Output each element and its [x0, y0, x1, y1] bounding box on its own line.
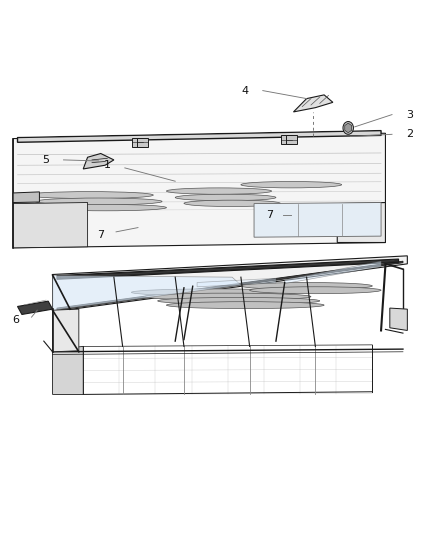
Text: 2: 2	[406, 130, 413, 139]
Ellipse shape	[241, 282, 372, 289]
Ellipse shape	[184, 200, 280, 206]
Text: 4: 4	[242, 86, 249, 95]
Ellipse shape	[44, 205, 166, 211]
Text: 7: 7	[266, 211, 273, 220]
Ellipse shape	[26, 191, 153, 199]
Polygon shape	[13, 133, 385, 248]
Polygon shape	[53, 309, 79, 352]
Polygon shape	[390, 308, 407, 330]
Polygon shape	[137, 138, 148, 147]
Polygon shape	[53, 276, 241, 310]
Ellipse shape	[241, 181, 342, 188]
Polygon shape	[254, 203, 381, 237]
Polygon shape	[57, 259, 399, 279]
Ellipse shape	[131, 289, 298, 296]
Polygon shape	[285, 261, 381, 284]
Ellipse shape	[166, 188, 272, 195]
Polygon shape	[13, 203, 88, 248]
Ellipse shape	[166, 302, 324, 309]
Polygon shape	[197, 278, 276, 287]
Polygon shape	[18, 301, 53, 314]
Ellipse shape	[158, 297, 320, 304]
Polygon shape	[53, 346, 83, 394]
Polygon shape	[57, 261, 403, 310]
Polygon shape	[286, 135, 297, 144]
Polygon shape	[53, 256, 407, 312]
Polygon shape	[337, 203, 385, 243]
Polygon shape	[132, 138, 143, 147]
Text: 7: 7	[97, 230, 104, 239]
Text: 1: 1	[104, 160, 111, 170]
Text: 5: 5	[42, 155, 49, 165]
Ellipse shape	[250, 287, 381, 294]
Ellipse shape	[145, 293, 311, 300]
Text: 6: 6	[12, 315, 19, 325]
Circle shape	[343, 122, 353, 134]
Polygon shape	[293, 95, 333, 112]
Polygon shape	[83, 154, 114, 169]
Polygon shape	[18, 131, 381, 142]
Ellipse shape	[175, 195, 276, 201]
Polygon shape	[281, 135, 293, 144]
Text: 3: 3	[406, 110, 413, 119]
Polygon shape	[13, 192, 39, 203]
Ellipse shape	[35, 198, 162, 205]
